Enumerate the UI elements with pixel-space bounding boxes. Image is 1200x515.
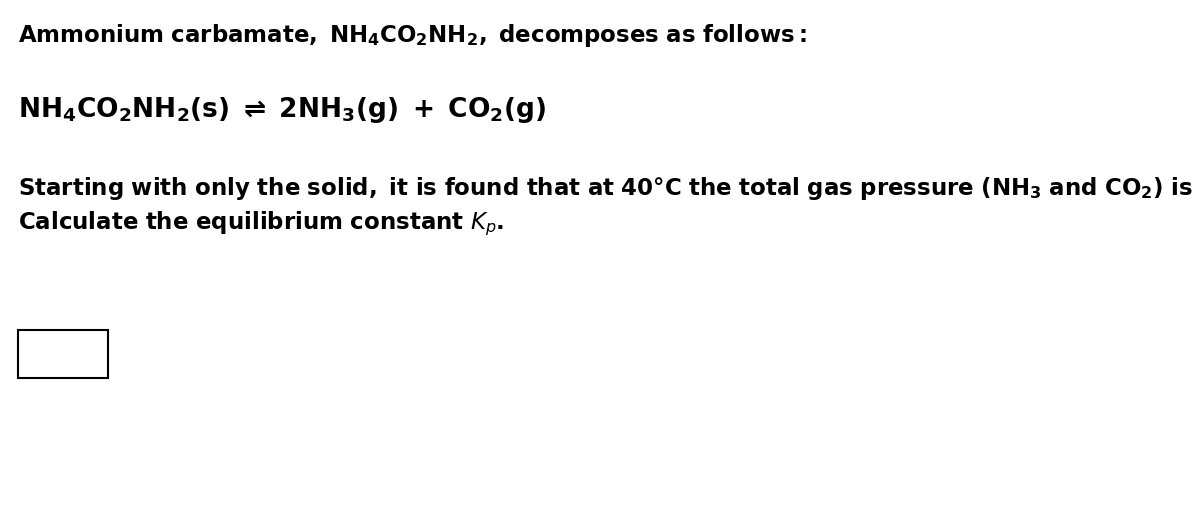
Bar [18, 330, 108, 378]
Text: $\bf{Starting\ with\ only\ the\ solid,\ it\ is\ found\ that\ at\ 40°C\ the\ tota: $\bf{Starting\ with\ only\ the\ solid,\ … [18, 175, 1200, 202]
Text: $\bf{Calculate\ the\ equilibrium\ constant\ }$$\bf{\it{K_p}}$$\bf{.}$: $\bf{Calculate\ the\ equilibrium\ consta… [18, 210, 504, 238]
Text: $\bf{Ammonium\ carbamate,\ NH_4CO_2NH_2,\ decomposes\ as\ follows:}$: $\bf{Ammonium\ carbamate,\ NH_4CO_2NH_2,… [18, 22, 808, 49]
Text: $\bf{NH_4CO_2NH_2(s)\ \rightleftharpoons\ 2NH_3(g)\ +\ CO_2(g)}$: $\bf{NH_4CO_2NH_2(s)\ \rightleftharpoons… [18, 95, 546, 125]
